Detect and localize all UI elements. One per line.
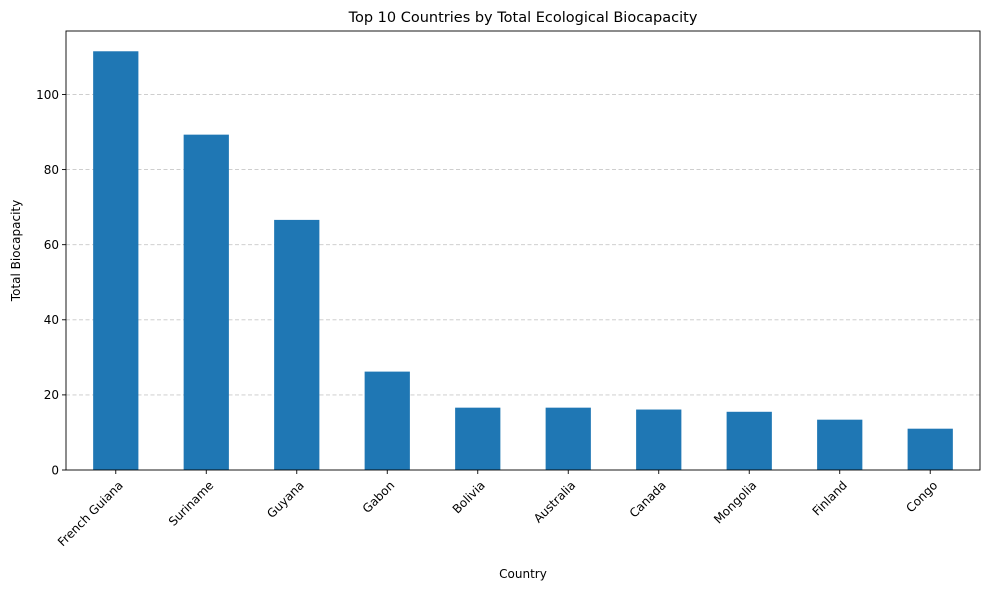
bar [726, 411, 772, 470]
bar [817, 419, 863, 470]
y-axis-ticks: 0 20 40 60 80 100 [36, 88, 66, 477]
y-tick-label: 20 [44, 388, 59, 402]
y-axis-label: Total Biocapacity [9, 200, 23, 302]
y-tick-label: 100 [36, 88, 59, 102]
y-tick-label: 0 [51, 463, 59, 477]
y-tick-label: 40 [44, 313, 59, 327]
bar [907, 428, 953, 470]
bar [636, 409, 682, 470]
y-tick-label: 80 [44, 163, 59, 177]
x-axis-label: Country [499, 567, 547, 581]
plot-frame [65, 30, 981, 471]
bar [455, 407, 501, 470]
bar [364, 371, 410, 470]
chart-title: Top 10 Countries by Total Ecological Bio… [348, 10, 698, 26]
bar [545, 407, 591, 470]
y-tick-label: 60 [44, 238, 59, 252]
bars [93, 51, 953, 470]
bar [183, 134, 229, 470]
bar [274, 219, 320, 470]
bar [93, 51, 139, 470]
